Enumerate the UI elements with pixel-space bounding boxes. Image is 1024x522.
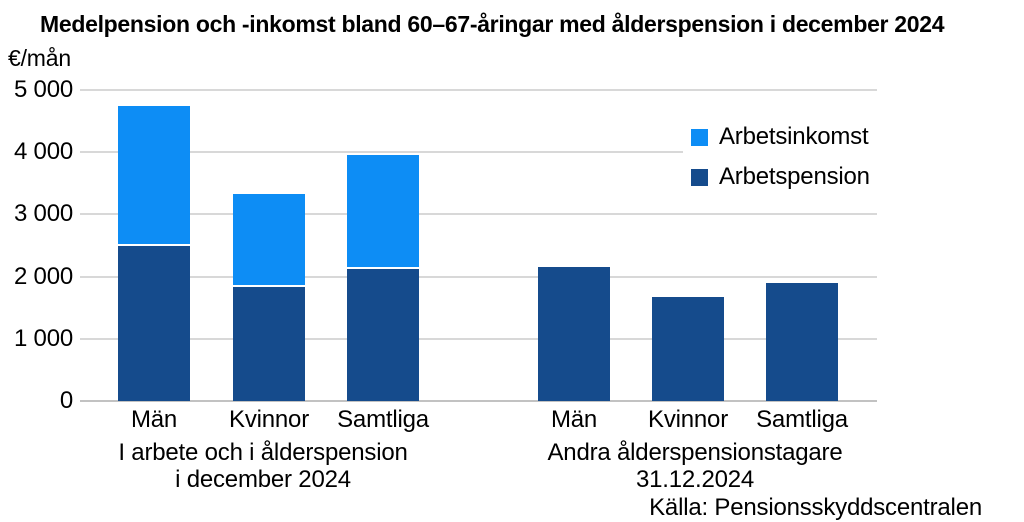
y-tick-label: 0 [59,387,73,414]
legend-swatch-arbetspension [691,168,708,186]
gridline [80,89,877,91]
y-tick-label: 3 000 [13,200,73,228]
gridline [80,213,877,216]
segment-arbetsinkomst [233,193,305,286]
segment-arbetsinkomst [347,154,419,267]
group-label-2: Andra ålderspensionstagare 31.12.2024 [547,439,843,493]
gridline [80,151,877,154]
x-axis-line [80,400,877,402]
legend-label-arbetsinkomst: Arbetsinkomst [719,123,869,150]
bar-group1-kvinnor [233,193,305,401]
category-label-group1-samtliga: Samtliga [337,406,429,433]
chart-title: Medelpension och -inkomst bland 60–67-år… [40,11,945,37]
y-axis-unit-label: €/mån [8,45,71,71]
segment-arbetspension [233,287,305,401]
bar-group2-samtliga [766,282,838,401]
category-label-group2-kvinnor: Kvinnor [648,406,728,433]
segment-arbetspension [347,268,419,401]
bar-group2-kvinnor [652,296,724,401]
y-tick-label: 4 000 [13,138,73,166]
plot-area [80,89,877,402]
category-label-group1-kvinnor: Kvinnor [229,406,309,433]
y-tick-label: 1 000 [13,324,73,352]
category-label-group2-samtliga: Samtliga [756,406,848,433]
segment-arbetsinkomst [118,105,190,244]
segment-arbetspension [766,282,838,401]
y-tick-label: 2 000 [13,262,73,290]
legend-item-arbetsinkomst: Arbetsinkomst [691,120,870,154]
bar-group1-samtliga [347,154,419,401]
source-caption: Källa: Pensionsskyddscentralen [649,494,982,521]
segment-arbetspension [118,245,190,401]
segment-arbetspension [538,266,610,401]
legend-swatch-arbetsinkomst [691,128,708,146]
legend: Arbetsinkomst Arbetspension [683,114,878,204]
bar-group2-m-n [538,266,610,401]
y-tick-label: 5 000 [13,76,73,103]
category-label-group1-m-n: Män [130,406,178,433]
legend-label-arbetspension: Arbetspension [719,163,870,190]
segment-arbetspension [652,296,724,401]
group-label-1: I arbete och i ålderspension i december … [118,439,408,493]
category-label-group2-m-n: Män [550,406,598,433]
bar-group1-m-n [118,105,190,401]
gridline [80,337,877,340]
gridline [80,275,877,278]
legend-item-arbetspension: Arbetspension [691,160,870,194]
